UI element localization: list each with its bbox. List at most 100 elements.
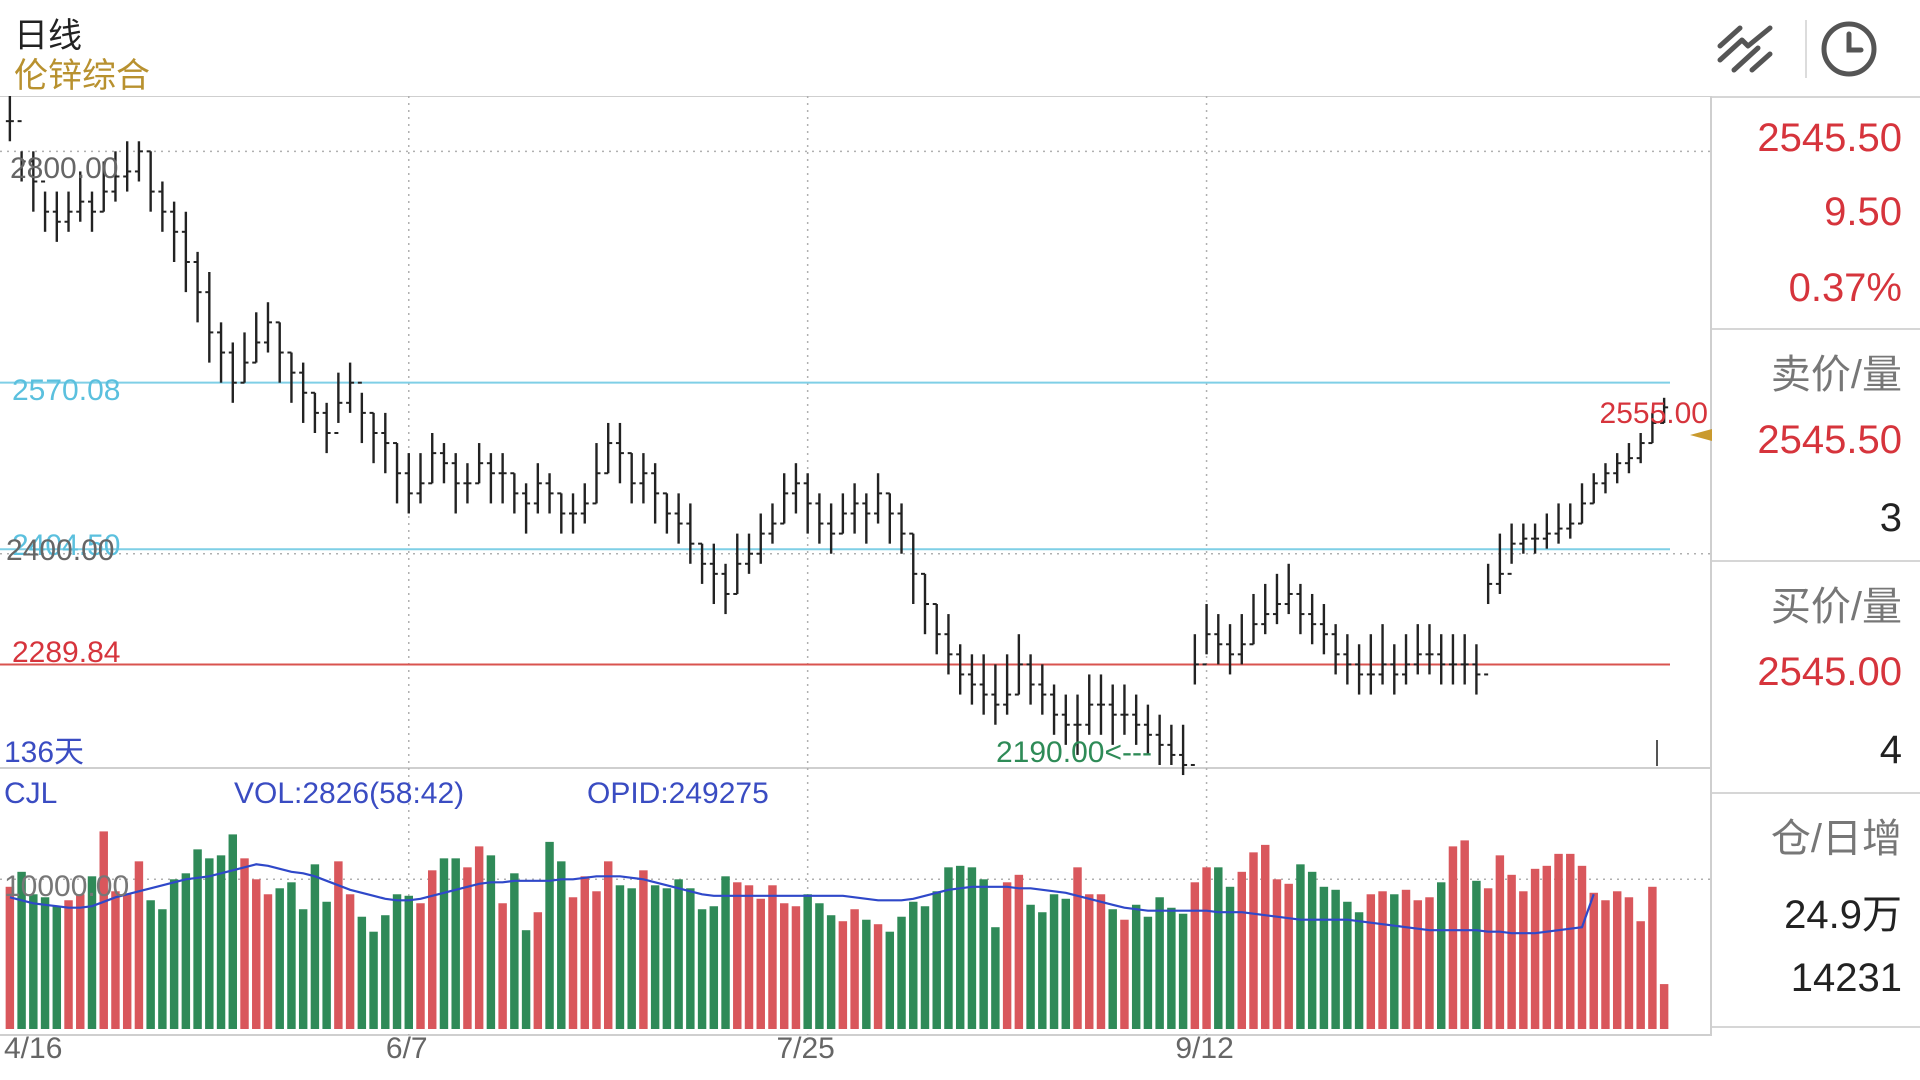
ohlc-bar bbox=[1155, 714, 1164, 765]
ask-section[interactable]: 卖价/量 2545.50 3 bbox=[1712, 328, 1920, 562]
volume-bar bbox=[439, 858, 449, 1029]
oi-label: 仓/日增 bbox=[1770, 817, 1902, 861]
open-interest-section[interactable]: 仓/日增 24.9万 14231 bbox=[1712, 792, 1920, 1028]
ohlc-bar bbox=[651, 463, 660, 524]
volume-bar bbox=[1026, 904, 1035, 1029]
ohlc-bar bbox=[1484, 563, 1493, 676]
volume-bar bbox=[791, 906, 801, 1029]
volume-bar bbox=[298, 909, 308, 1029]
volume-bar bbox=[991, 927, 1000, 1029]
volume-bar bbox=[1436, 882, 1446, 1029]
volume-bar bbox=[193, 849, 202, 1029]
ohlc-bar bbox=[909, 532, 918, 605]
ohlc-bar bbox=[1448, 634, 1457, 685]
volume-bar bbox=[64, 900, 73, 1029]
ohlc-bar bbox=[146, 150, 155, 212]
ohlc-bar bbox=[768, 503, 777, 544]
ohlc-bar bbox=[123, 141, 132, 192]
ohlc-bar bbox=[228, 342, 237, 403]
chart-canvas[interactable]: 2800.00 2570.08 2404.50 2400.00 2289.84 … bbox=[0, 96, 1712, 1080]
ohlc-bar bbox=[557, 492, 566, 534]
ohlc-bar bbox=[592, 443, 601, 505]
ohlc-bar bbox=[533, 463, 542, 514]
volume-bar bbox=[1049, 894, 1059, 1029]
ohlc-bar bbox=[1578, 483, 1587, 525]
ohlc-bar bbox=[1061, 694, 1070, 745]
volume-bar bbox=[5, 886, 15, 1029]
ohlc-bar bbox=[111, 151, 120, 202]
ohlc-bar bbox=[1214, 614, 1223, 665]
volume-bar bbox=[357, 916, 367, 1029]
ohlc-bar bbox=[1167, 724, 1176, 765]
symbol-name[interactable]: 伦锌综合 bbox=[14, 57, 150, 95]
volume-vol-label: VOL:2826(58:42) bbox=[234, 777, 464, 810]
line-label-2570: 2570.08 bbox=[12, 374, 120, 407]
volume-bar bbox=[1120, 919, 1129, 1029]
volume-bar bbox=[1202, 867, 1211, 1029]
ohlc-bar bbox=[29, 151, 38, 212]
ohlc-bar bbox=[1261, 583, 1270, 635]
horizontal-lines bbox=[0, 381, 1670, 666]
volume-bar bbox=[885, 931, 895, 1029]
volume-bar bbox=[1530, 868, 1540, 1029]
volume-bar bbox=[275, 888, 284, 1029]
ohlc-bar bbox=[1366, 634, 1375, 695]
ohlc-bar bbox=[52, 191, 61, 242]
volume-bar bbox=[17, 871, 26, 1029]
ohlc-bar bbox=[1402, 634, 1411, 685]
ohlc-bar bbox=[193, 251, 202, 323]
volume-bar bbox=[1096, 894, 1106, 1029]
period-label[interactable]: 日线 bbox=[14, 17, 82, 55]
ohlc-bar bbox=[1038, 664, 1047, 715]
volume-bar bbox=[1401, 889, 1411, 1029]
ohlc-bar bbox=[1460, 634, 1469, 685]
volume-bar bbox=[920, 906, 930, 1029]
ohlc-bar bbox=[815, 493, 824, 544]
volume-bar bbox=[1131, 904, 1141, 1029]
ohlc-bar bbox=[416, 453, 425, 504]
volume-ma-line bbox=[9, 863, 1595, 935]
draw-tool-button[interactable] bbox=[1712, 16, 1776, 80]
ohlc-bar bbox=[334, 372, 343, 435]
line-label-2404: 2404.50 bbox=[12, 529, 120, 562]
volume-bar bbox=[1554, 853, 1563, 1029]
volume-bar bbox=[1601, 900, 1610, 1029]
ohlc-bar bbox=[1566, 503, 1575, 539]
clock-button[interactable] bbox=[1816, 16, 1882, 82]
volume-bar bbox=[1612, 891, 1622, 1029]
ohlc-bar bbox=[569, 493, 578, 534]
volume-bar bbox=[416, 903, 425, 1029]
ohlc-bar bbox=[1343, 634, 1352, 685]
ohlc-bar bbox=[745, 533, 754, 574]
volume-bar bbox=[1495, 855, 1505, 1029]
ohlc-bar bbox=[580, 483, 589, 524]
ohlc-bar bbox=[486, 453, 495, 504]
volume-bar bbox=[650, 885, 660, 1029]
x-tick-label: 7/25 bbox=[776, 1032, 834, 1065]
bid-price: 2545.00 bbox=[1757, 650, 1902, 694]
current-price-pointer-icon bbox=[1690, 429, 1712, 441]
ohlc-bar bbox=[1003, 654, 1012, 715]
volume-bar bbox=[216, 855, 226, 1029]
ohlc-bar bbox=[170, 201, 179, 262]
ohlc-bar bbox=[850, 483, 859, 534]
volume-bar bbox=[1319, 886, 1329, 1029]
volume-bar bbox=[1143, 916, 1153, 1029]
bid-section[interactable]: 买价/量 2545.00 4 bbox=[1712, 560, 1920, 794]
volume-bar bbox=[228, 834, 238, 1029]
volume-bar bbox=[815, 903, 824, 1029]
ohlc-bar bbox=[838, 493, 847, 535]
ohlc-bar bbox=[885, 492, 894, 544]
ohlc-bar bbox=[404, 453, 413, 514]
volume-bar bbox=[1014, 874, 1024, 1029]
volume-bar bbox=[1085, 894, 1094, 1029]
ohlc-bar bbox=[674, 493, 683, 544]
volume-opid-label: OPID:249275 bbox=[587, 777, 769, 810]
ohlc-bar bbox=[956, 644, 965, 695]
volume-bar bbox=[533, 912, 543, 1029]
volume-bar bbox=[1413, 900, 1422, 1029]
volume-bar bbox=[87, 876, 97, 1029]
volume-bar bbox=[873, 924, 883, 1029]
volume-bar bbox=[1190, 882, 1200, 1029]
ohlc-bar bbox=[76, 171, 85, 222]
